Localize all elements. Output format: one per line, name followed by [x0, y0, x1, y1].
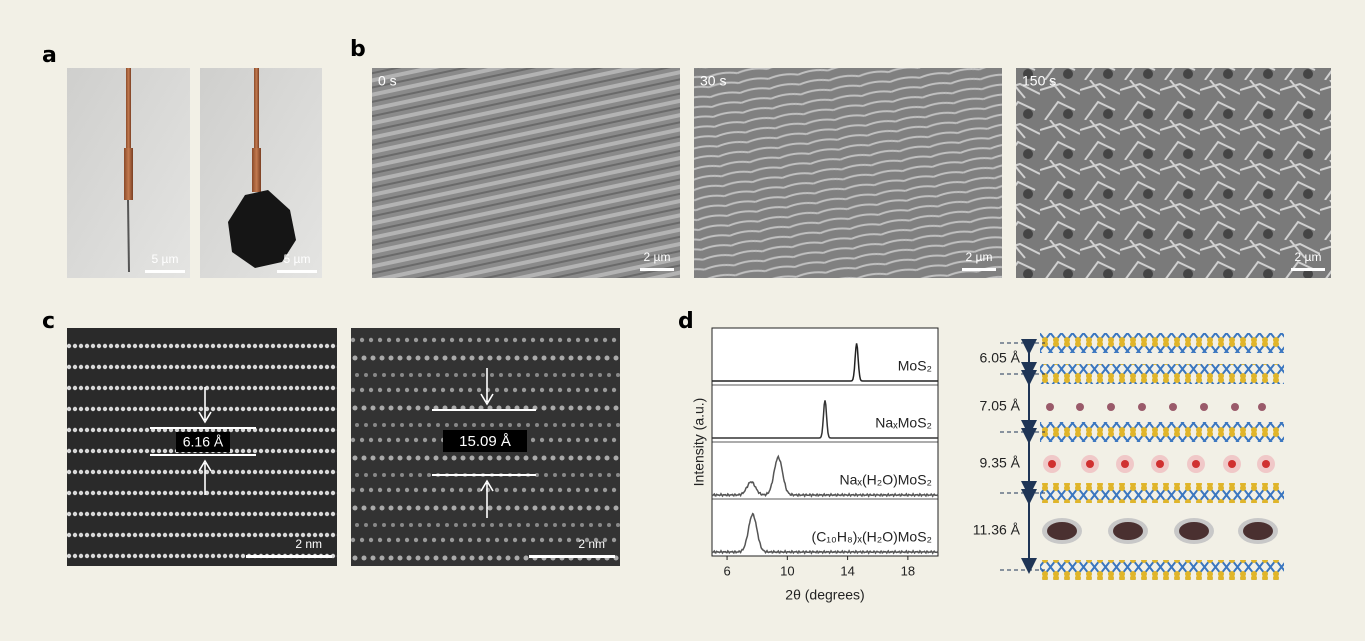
wire — [126, 68, 131, 148]
structure: 6.05 Å 7.05 Å 9.35 Å 11.36 Å — [973, 333, 1284, 580]
x-tick-label: 18 — [901, 563, 915, 578]
wire — [124, 148, 133, 200]
scale-label: 5 µm — [284, 252, 311, 266]
scale-label: 2 µm — [1295, 250, 1322, 264]
time-label: 150 s — [1022, 73, 1056, 89]
spacing-label: 6.16 Å — [183, 434, 224, 450]
panel-label: d — [678, 309, 694, 334]
mos2-layer — [1040, 364, 1284, 384]
mos2-layer — [1040, 560, 1284, 580]
trace-label: (C₁₀H₈)ₓ(H₂O)MoS₂ — [812, 529, 932, 545]
trace-label: Naₓ(H₂O)MoS₂ — [840, 472, 932, 488]
spacing-label: 6.05 Å — [980, 350, 1021, 366]
scale-label: 5 µm — [152, 252, 179, 266]
x-tick-label: 6 — [723, 563, 730, 578]
trace-label: MoS₂ — [898, 358, 932, 374]
spacing-label: 9.35 Å — [980, 455, 1021, 471]
sem-image — [1016, 68, 1331, 278]
spacing-label: 7.05 Å — [980, 398, 1021, 414]
sodium — [1046, 403, 1266, 411]
scale-bar — [1291, 268, 1325, 271]
wire — [252, 148, 261, 192]
spacing-label: 15.09 Å — [459, 433, 511, 450]
x-axis-label: 2θ (degrees) — [785, 587, 864, 603]
scale-bar — [962, 268, 996, 271]
scale-bar — [529, 555, 615, 558]
trace-label: NaₓMoS₂ — [875, 415, 932, 431]
x-tick-label: 14 — [840, 563, 854, 578]
xrd-chart: 6 10 14 18 2θ (degrees) Intensity (a.u.) MoS₂ N… — [691, 328, 938, 603]
naphthalene — [1042, 518, 1278, 544]
panel-label: b — [350, 37, 366, 62]
scale-label: 2 nm — [295, 537, 322, 551]
y-axis-label: Intensity (a.u.) — [691, 398, 707, 487]
time-label: 0 s — [378, 73, 397, 89]
scale-label: 2 µm — [966, 250, 993, 264]
mos2-layer — [1040, 422, 1284, 442]
panel-label: a — [42, 43, 57, 68]
mos2-layer — [1040, 483, 1284, 503]
scale-bar — [145, 270, 185, 273]
time-label: 30 s — [700, 73, 726, 89]
scale-bar — [277, 270, 317, 273]
scale-bar — [246, 555, 332, 558]
wire — [128, 200, 129, 272]
sem-image — [694, 68, 1002, 278]
sem-image — [372, 68, 680, 278]
scale-label: 2 nm — [578, 537, 605, 551]
x-tick-label: 10 — [780, 563, 794, 578]
panel-label: c — [42, 309, 55, 334]
scale-label: 2 µm — [644, 250, 671, 264]
wire — [254, 68, 259, 148]
water — [1043, 455, 1275, 473]
spacing-label: 11.36 Å — [973, 522, 1021, 538]
mos2-layer — [1040, 333, 1284, 353]
figure: a 5 µm 5 µm b 0 s 30 s 150 s 2 µm 2 µm 2… — [0, 0, 1365, 636]
scale-bar — [640, 268, 674, 271]
